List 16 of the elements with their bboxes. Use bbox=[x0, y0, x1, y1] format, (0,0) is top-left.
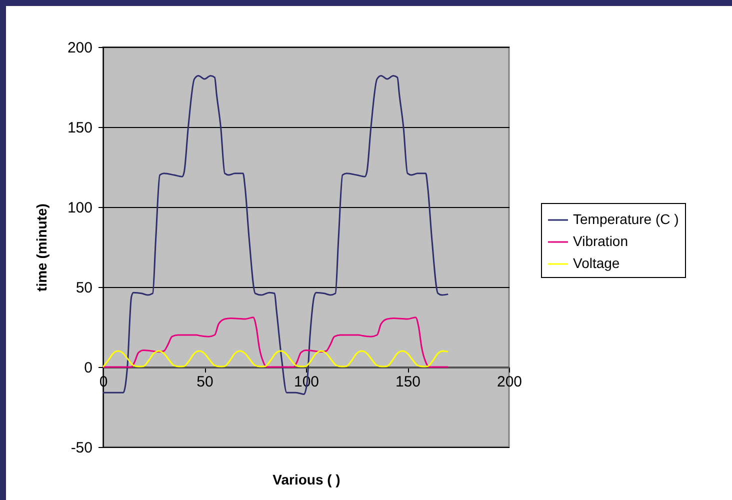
y-tick-label: 50 bbox=[76, 280, 92, 296]
y-tick-label: 100 bbox=[67, 200, 92, 216]
y-tick-label: 200 bbox=[67, 40, 92, 56]
x-tick-label: 200 bbox=[496, 374, 522, 390]
y-tick-label: 150 bbox=[67, 120, 92, 136]
legend-label: Temperature (C ) bbox=[573, 211, 679, 227]
y-tick-label: 0 bbox=[84, 360, 92, 376]
legend-label: Voltage bbox=[573, 255, 620, 271]
x-axis-title: Various ( ) bbox=[272, 472, 340, 488]
y-axis-title: time (minute) bbox=[33, 204, 50, 292]
x-tick-label: 50 bbox=[196, 374, 214, 390]
y-tick-label: -50 bbox=[70, 440, 92, 456]
line-series bbox=[103, 316, 449, 368]
legend-label: Vibration bbox=[573, 233, 628, 249]
x-tick-label: 150 bbox=[395, 374, 421, 390]
line-series bbox=[103, 350, 449, 368]
